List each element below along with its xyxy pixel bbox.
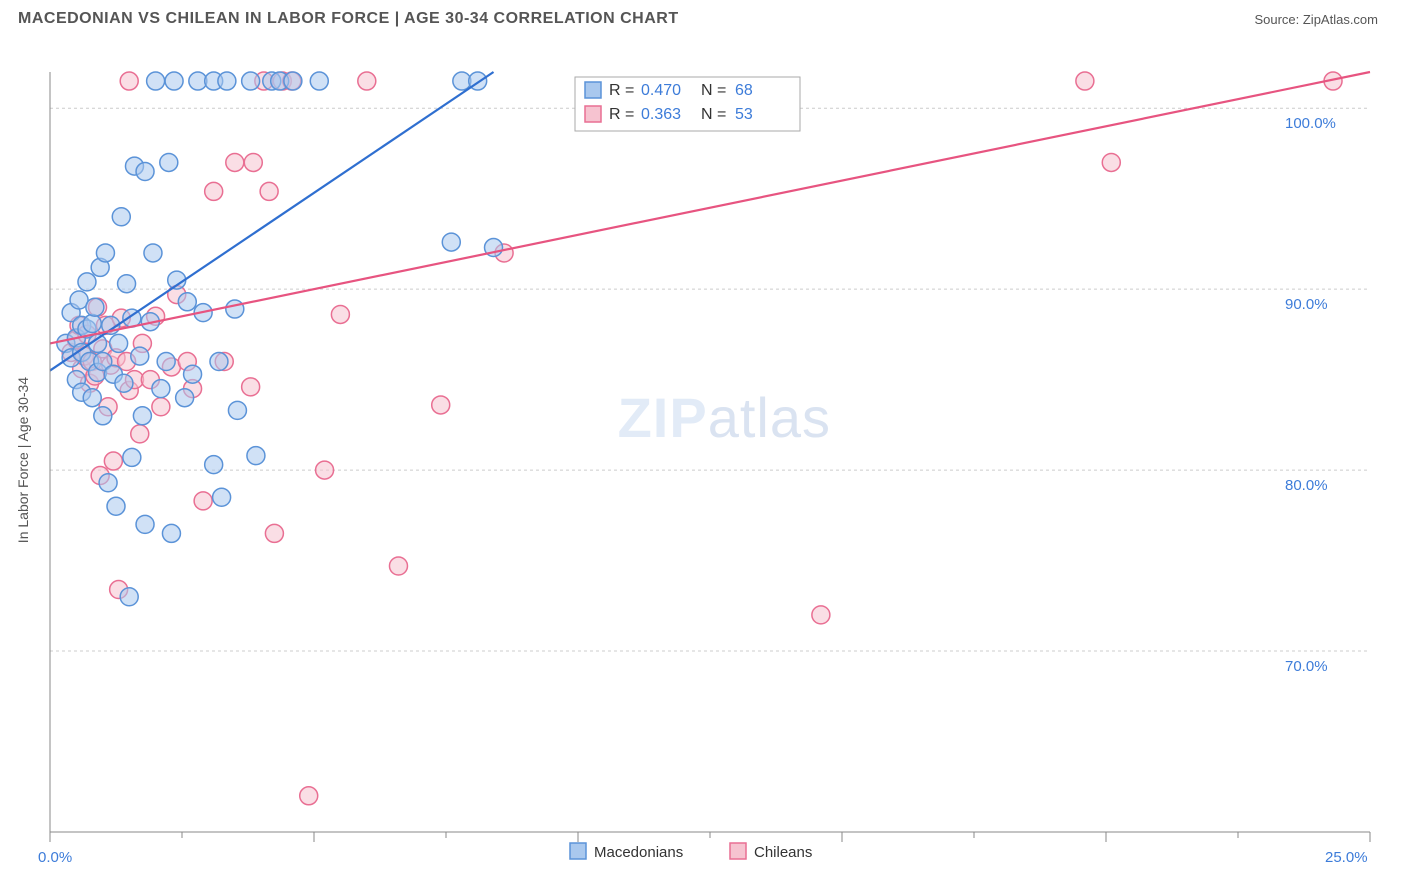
- source-label: Source: ZipAtlas.com: [1254, 12, 1378, 27]
- svg-text:In Labor Force | Age 30-34: In Labor Force | Age 30-34: [15, 377, 31, 544]
- source-prefix: Source:: [1254, 12, 1302, 27]
- source-name: ZipAtlas.com: [1303, 12, 1378, 27]
- svg-text:90.0%: 90.0%: [1285, 296, 1328, 313]
- svg-text:Chileans: Chileans: [754, 844, 812, 861]
- svg-text:70.0%: 70.0%: [1285, 658, 1328, 675]
- svg-text:N =: N =: [701, 106, 726, 123]
- svg-text:68: 68: [735, 82, 753, 99]
- svg-text:ZIPatlas: ZIPatlas: [618, 386, 831, 449]
- svg-text:0.363: 0.363: [641, 106, 681, 123]
- svg-text:25.0%: 25.0%: [1325, 849, 1368, 866]
- svg-text:53: 53: [735, 106, 753, 123]
- svg-text:80.0%: 80.0%: [1285, 477, 1328, 494]
- chart-svg: 70.0% 80.0% 90.0% 100.0% ZIPatlas 0.0% 25.0% In…: [0, 32, 1406, 882]
- svg-text:0.470: 0.470: [641, 82, 681, 99]
- svg-text:N =: N =: [701, 82, 726, 99]
- svg-text:R =: R =: [609, 82, 634, 99]
- chart-title: MACEDONIAN VS CHILEAN IN LABOR FORCE | A…: [18, 10, 679, 28]
- correlation-chart: 70.0% 80.0% 90.0% 100.0% ZIPatlas 0.0% 25.0% In…: [0, 32, 1406, 882]
- svg-text:0.0%: 0.0%: [38, 849, 72, 866]
- svg-text:R =: R =: [609, 106, 634, 123]
- svg-text:Macedonians: Macedonians: [594, 844, 683, 861]
- svg-text:100.0%: 100.0%: [1285, 115, 1336, 132]
